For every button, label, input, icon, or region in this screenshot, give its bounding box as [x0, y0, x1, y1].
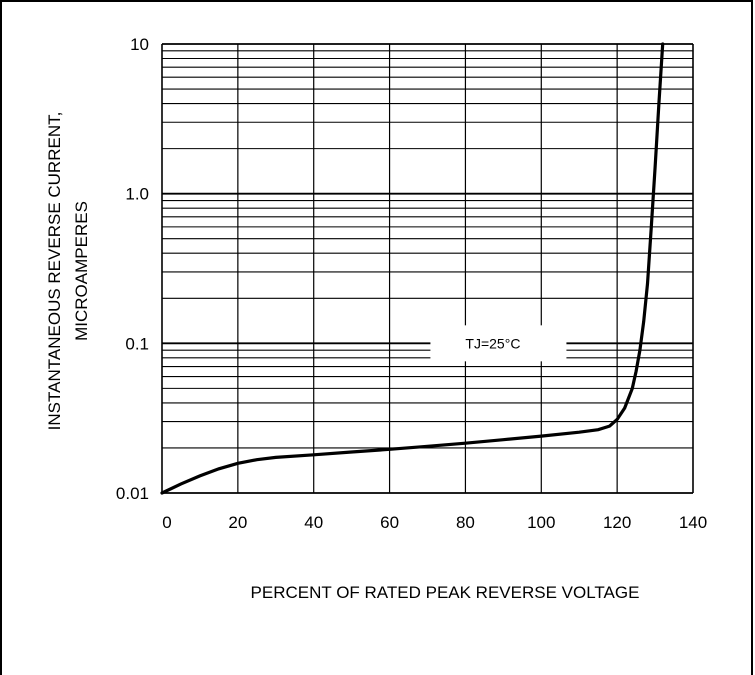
- x-tick-label: 20: [228, 513, 247, 532]
- x-tick-label: 40: [304, 513, 323, 532]
- x-tick-label: 80: [456, 513, 475, 532]
- y-tick-label: 0.1: [125, 334, 149, 353]
- x-tick-label: 120: [603, 513, 631, 532]
- tick-labels: 0 20 40 60 80 100 120 140 0.01 0.1 1.0 10: [116, 35, 707, 532]
- y-axis-label-line1: INSTANTANEOUS REVERSE CURRENT,: [45, 112, 64, 431]
- annotation-group: TJ=25°C: [430, 325, 567, 362]
- x-tick-label: 60: [380, 513, 399, 532]
- y-tick-label: 1.0: [125, 185, 149, 204]
- y-axis-label-line2: MICROAMPERES: [72, 201, 91, 341]
- x-axis-label: PERCENT OF RATED PEAK REVERSE VOLTAGE: [251, 583, 640, 602]
- y-tick-label: 0.01: [116, 484, 149, 503]
- x-tick-label: 100: [527, 513, 555, 532]
- annotation-label: TJ=25°C: [465, 335, 520, 351]
- x-tick-label: 0: [162, 513, 171, 532]
- grid: [161, 43, 694, 494]
- y-tick-label: 10: [130, 35, 149, 54]
- series-line: [160, 42, 665, 495]
- x-tick-label: 140: [679, 513, 707, 532]
- annotation-background: [430, 325, 567, 362]
